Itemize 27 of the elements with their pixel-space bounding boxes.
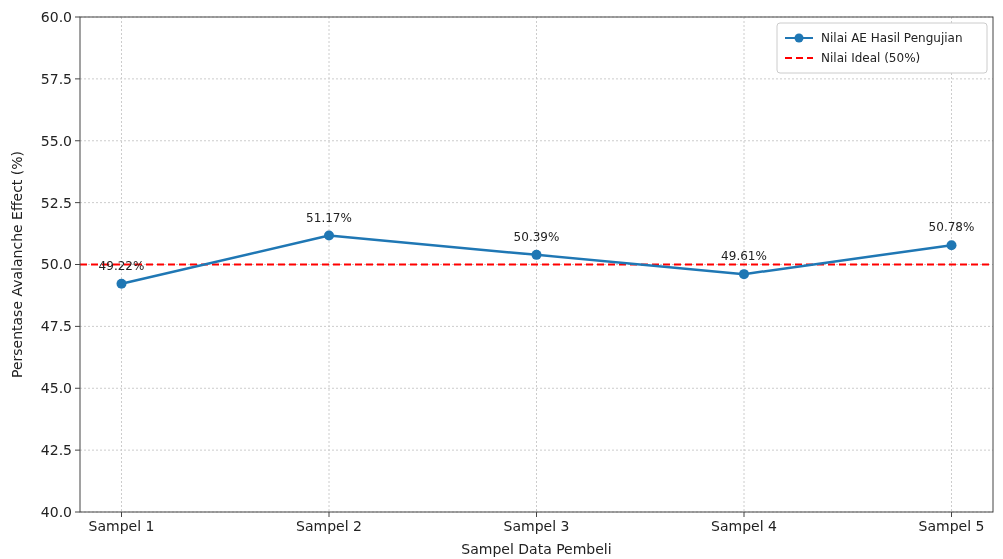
point xyxy=(116,278,127,289)
data-label: 50.39% xyxy=(513,229,560,244)
legend-label: Nilai Ideal (50%) xyxy=(821,51,921,66)
y-tick-label: 60.0 xyxy=(40,8,72,25)
x-tick-label: Sampel 1 xyxy=(88,518,155,534)
x-axis-title: Sampel Data Pembeli xyxy=(461,541,612,557)
y-tick-label: 40.0 xyxy=(40,503,72,520)
point xyxy=(739,269,749,280)
y-tick-label: 45.0 xyxy=(40,380,72,397)
y-tick-label: 57.5 xyxy=(40,70,72,87)
point xyxy=(946,240,957,251)
point xyxy=(531,249,542,260)
x-tick-label: Sampel 5 xyxy=(918,518,985,534)
x-tick-label: Sampel 3 xyxy=(503,518,570,534)
data-label: 51.17% xyxy=(306,210,352,225)
x-tick-label: Sampel 2 xyxy=(296,518,362,534)
data-label: 50.78% xyxy=(928,220,975,235)
y-axis-title: Persentase Avalanche Effect (%) xyxy=(9,150,25,379)
y-tick-label: 52.5 xyxy=(40,194,72,211)
y-tick-label: 42.5 xyxy=(40,442,72,459)
point xyxy=(324,230,334,241)
y-tick-label: 55.0 xyxy=(40,132,72,149)
legend-label: Nilai AE Hasil Pengujian xyxy=(821,31,963,46)
y-tick-label: 50.0 xyxy=(40,256,72,273)
data-label: 49.61% xyxy=(721,249,767,264)
y-tick-label: 47.5 xyxy=(40,318,72,335)
x-tick-label: Sampel 4 xyxy=(711,518,778,534)
